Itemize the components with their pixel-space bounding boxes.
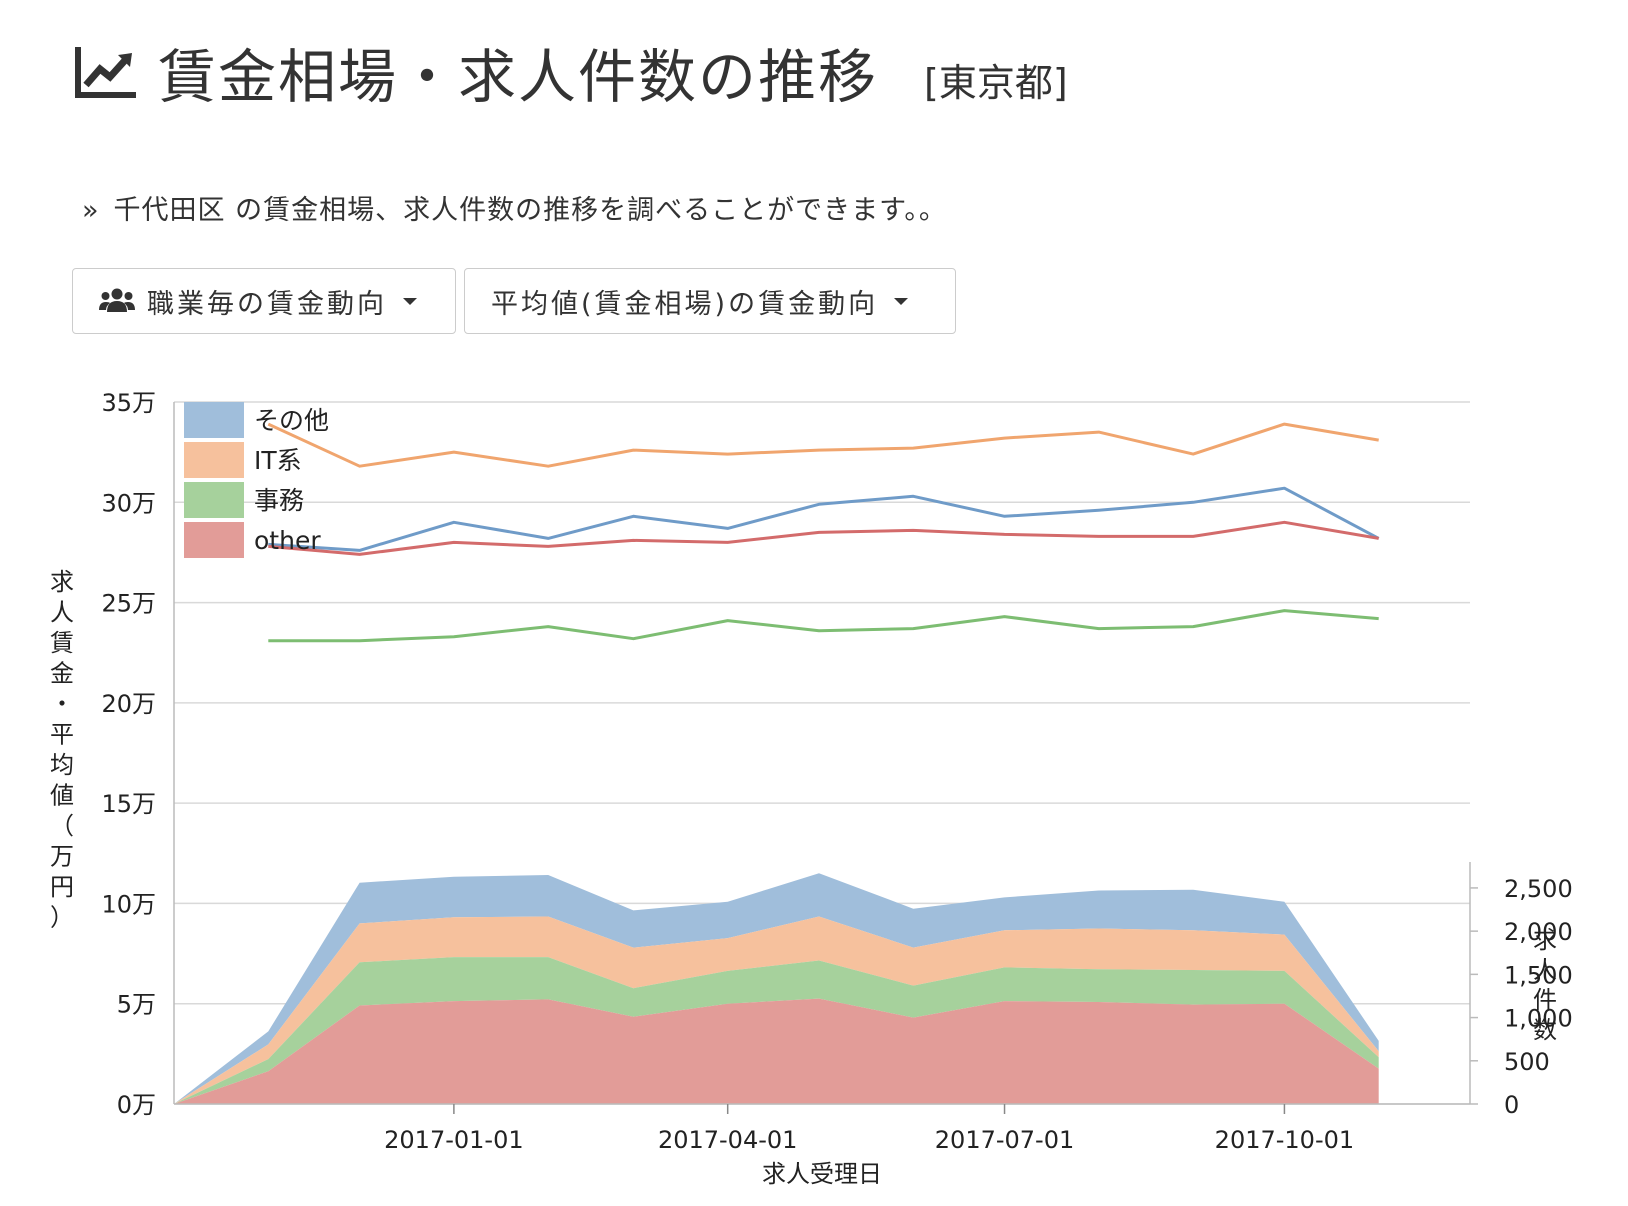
y-left-tick-label: 15万 [101, 790, 156, 818]
y-left-tick-label: 5万 [117, 991, 156, 1019]
chevron-icon: » [82, 195, 100, 226]
y-right-tick-label: 500 [1504, 1048, 1550, 1076]
line-it [267, 422, 1379, 468]
y-left-tick-label: 20万 [101, 690, 156, 718]
legend-swatch-sonota [184, 402, 244, 438]
occupation-dropdown-button[interactable]: 職業毎の賃金動向 [72, 268, 456, 334]
legend-label-jimu: 事務 [254, 486, 304, 515]
line-jimu [268, 609, 1379, 643]
y-right-tick-label: 0 [1504, 1091, 1519, 1119]
page-title: 賃金相場・求人件数の推移 [158, 43, 879, 111]
y-right-axis-title: 求人件数 [1533, 926, 1557, 1044]
y-left-tick-label: 30万 [101, 489, 156, 517]
page-title-row: 賃金相場・求人件数の推移 [東京都] [74, 30, 1068, 114]
wage-lines [267, 422, 1380, 643]
y-left-tick-label: 0万 [117, 1091, 156, 1119]
x-tick-label: 2017-04-01 [658, 1126, 797, 1154]
legend-label-other: other [254, 526, 321, 555]
y-right-tick-label: 2,500 [1504, 875, 1573, 903]
area-it [174, 916, 1379, 1104]
legend-swatch-it [184, 442, 244, 478]
axes: 0万 5万 10万 15万 20万 25万 30万 35万 0 500 1,000 1,500 2,00… [50, 389, 1573, 1188]
y-right-tick-label: 1,000 [1504, 1005, 1573, 1033]
legend-swatch-jimu [184, 482, 244, 518]
y-left-tick-label: 25万 [101, 590, 156, 618]
y-right-tick-label: 2,000 [1504, 918, 1573, 946]
description-text: 千代田区 の賃金相場、求人件数の推移を調べることができます。。 [113, 195, 947, 226]
line-chart-icon [75, 47, 136, 98]
line-sonota [268, 486, 1380, 552]
y-left-tick-label: 35万 [101, 389, 156, 417]
legend-swatch-other [184, 522, 244, 558]
stat-button-label: 平均値(賃金相場)の賃金動向 [491, 288, 879, 320]
x-axis-title: 求人受理日 [762, 1160, 882, 1188]
stat-dropdown-button[interactable]: 平均値(賃金相場)の賃金動向 [464, 268, 956, 334]
prefecture-label: [東京都] [924, 60, 1068, 105]
legend-label-it: IT系 [254, 446, 302, 475]
x-tick-label: 2017-01-01 [384, 1126, 523, 1154]
line-other [268, 520, 1379, 556]
count-areas [174, 873, 1379, 1104]
legend-label-sonota: その他 [254, 406, 329, 435]
area-jimu [174, 957, 1379, 1104]
chevron-down-icon [894, 297, 909, 305]
y-left-axis-title: 求人賃金・平均値（万円） [50, 568, 74, 932]
area-other [174, 998, 1379, 1104]
y-left-tick-label: 10万 [101, 890, 156, 918]
x-tick-label: 2017-10-01 [1215, 1126, 1354, 1154]
y-right-tick-label: 1,500 [1504, 961, 1573, 989]
x-tick-label: 2017-07-01 [935, 1126, 1074, 1154]
area-sonota [174, 873, 1379, 1104]
occupation-button-label: 職業毎の賃金動向 [147, 288, 387, 320]
users-icon [99, 288, 135, 312]
description: » 千代田区 の賃金相場、求人件数の推移を調べることができます。。 [82, 188, 947, 227]
chevron-down-icon [403, 297, 417, 305]
